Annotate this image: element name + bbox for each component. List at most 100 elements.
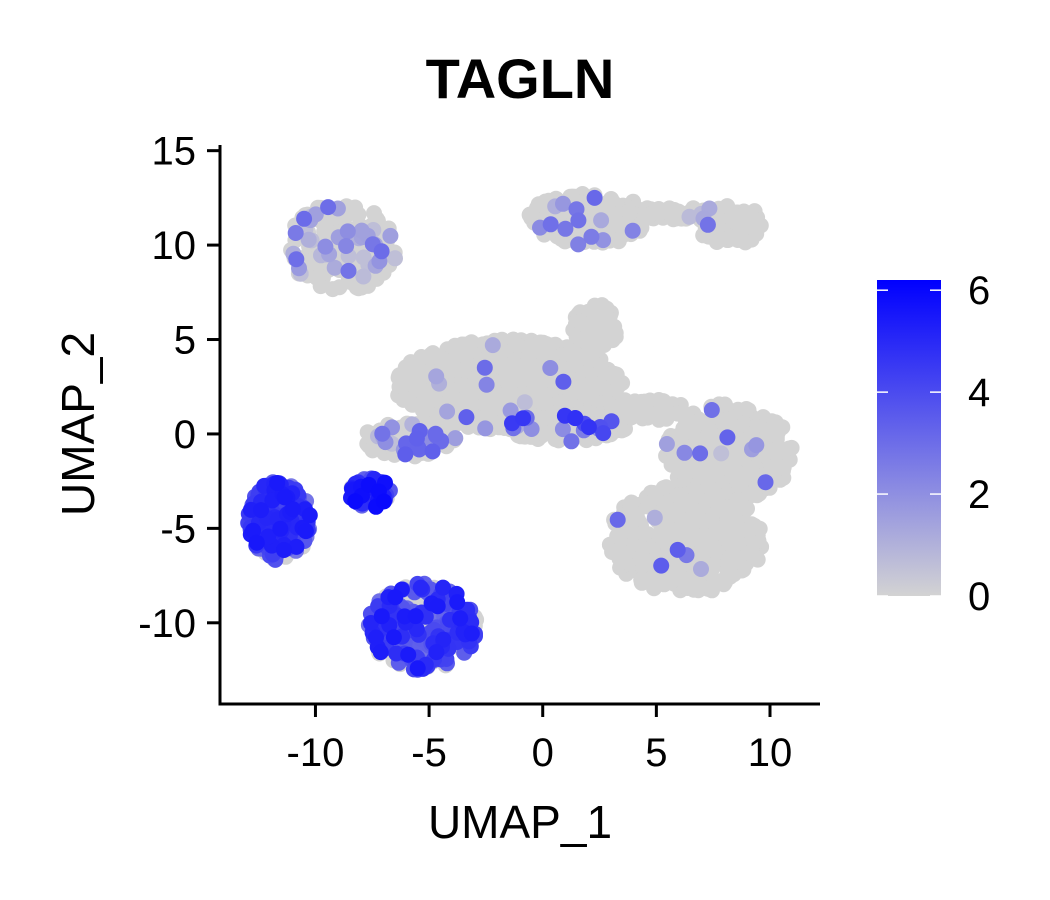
cell-point-expressing: [458, 409, 475, 426]
cell-point-expressing: [373, 243, 390, 260]
cell-point-expressing: [593, 212, 610, 229]
y-tick-label: 5: [174, 319, 196, 363]
cell-point-expressing: [284, 501, 301, 518]
cell-point: [715, 572, 732, 589]
cell-point-expressing: [554, 421, 571, 438]
cell-point-expressing: [646, 509, 663, 526]
cell-point: [405, 357, 422, 374]
y-tick-label: -5: [160, 507, 196, 551]
cell-point-expressing: [297, 523, 314, 540]
cell-point: [640, 495, 657, 512]
cell-point-expressing: [703, 402, 720, 418]
cell-point-expressing: [300, 231, 317, 248]
cell-point-expressing: [653, 557, 670, 574]
cell-point: [422, 391, 439, 408]
cell-point: [759, 423, 776, 440]
cell-point-expressing: [272, 520, 289, 537]
cell-point-expressing: [435, 579, 451, 596]
cell-point-expressing: [435, 631, 452, 648]
cell-point-expressing: [570, 236, 587, 253]
colorbar-tick-label: 4: [968, 371, 990, 415]
cell-point: [722, 229, 739, 246]
cell-point-expressing: [583, 228, 600, 245]
cell-point-expressing: [287, 225, 304, 241]
cell-point-expressing: [555, 195, 571, 212]
cell-point-expressing: [301, 507, 318, 524]
cell-point: [570, 380, 587, 397]
cell-point-expressing: [427, 425, 444, 442]
cell-point: [748, 549, 765, 566]
cell-point-expressing: [339, 223, 356, 240]
cell-point-expressing: [515, 410, 532, 427]
x-tick-label: -10: [287, 731, 345, 775]
cell-point: [737, 234, 754, 251]
cell-point-expressing: [570, 212, 587, 229]
cell-point: [735, 475, 752, 492]
x-axis-title: UMAP_1: [428, 796, 612, 848]
cell-point-expressing: [400, 646, 417, 663]
cell-point: [591, 302, 608, 319]
cell-point: [670, 526, 687, 543]
cell-point-expressing: [428, 644, 445, 661]
cell-point-expressing: [542, 216, 559, 233]
cell-point: [671, 500, 687, 516]
x-axis-ticks: -10 -5 0 5 10: [287, 704, 792, 775]
cell-point: [774, 419, 791, 436]
cell-point: [447, 337, 463, 354]
cell-point-expressing: [719, 429, 736, 446]
cell-point: [609, 528, 626, 545]
colorbar-tick-label: 0: [968, 575, 990, 619]
cell-point-expressing: [424, 443, 441, 460]
cell-point-expressing: [248, 534, 265, 551]
cell-point-expressing: [296, 210, 313, 227]
cell-point-expressing: [516, 394, 533, 411]
cell-point-expressing: [624, 222, 641, 239]
cell-point: [725, 213, 742, 230]
cell-point-expressing: [397, 446, 414, 463]
cell-point: [632, 551, 649, 568]
cell-point-expressing: [463, 625, 480, 642]
cell-point-expressing: [373, 608, 390, 625]
cell-point: [405, 370, 421, 387]
chart-title: TAGLN: [426, 47, 615, 110]
cell-point-expressing: [375, 493, 392, 510]
cell-point: [572, 313, 589, 330]
cell-point: [621, 204, 638, 221]
cell-point: [443, 381, 460, 398]
colorbar-ticks: 0 2 4 6: [877, 269, 990, 619]
cell-point-expressing: [609, 511, 626, 528]
cell-point: [688, 487, 705, 504]
cell-point-expressing: [382, 227, 399, 244]
y-tick-label: 15: [152, 130, 197, 174]
cell-point-expressing: [320, 199, 337, 216]
cell-point-expressing: [713, 445, 730, 462]
cell-point-expressing: [387, 589, 404, 606]
cell-point-expressing: [658, 436, 675, 452]
cell-point: [366, 205, 382, 222]
cell-point-expressing: [388, 645, 405, 662]
y-axis-ticks: -10 -5 0 5 10 15: [138, 130, 220, 646]
x-tick-label: -5: [411, 731, 447, 775]
cell-point: [636, 401, 653, 418]
cell-point-expressing: [477, 420, 494, 437]
cell-point: [610, 377, 627, 394]
cell-point-expressing: [355, 268, 372, 285]
cell-point-expressing: [387, 250, 403, 267]
cell-point-expressing: [326, 259, 343, 276]
cell-point: [393, 378, 410, 394]
cell-point-expressing: [757, 474, 774, 491]
cell-point-expressing: [449, 594, 466, 611]
colorbar-tick-label: 2: [968, 473, 990, 517]
cell-point-expressing: [245, 522, 261, 539]
cell-point-expressing: [429, 598, 446, 615]
cell-point: [703, 482, 720, 498]
cell-point-expressing: [567, 410, 584, 427]
cell-point-expressing: [478, 376, 495, 393]
cell-point-expressing: [269, 475, 286, 491]
scatter-points: [240, 186, 800, 678]
cell-point: [604, 399, 621, 416]
cell-point-expressing: [699, 216, 716, 233]
cell-point-expressing: [409, 660, 426, 677]
cell-point-expressing: [542, 360, 559, 376]
